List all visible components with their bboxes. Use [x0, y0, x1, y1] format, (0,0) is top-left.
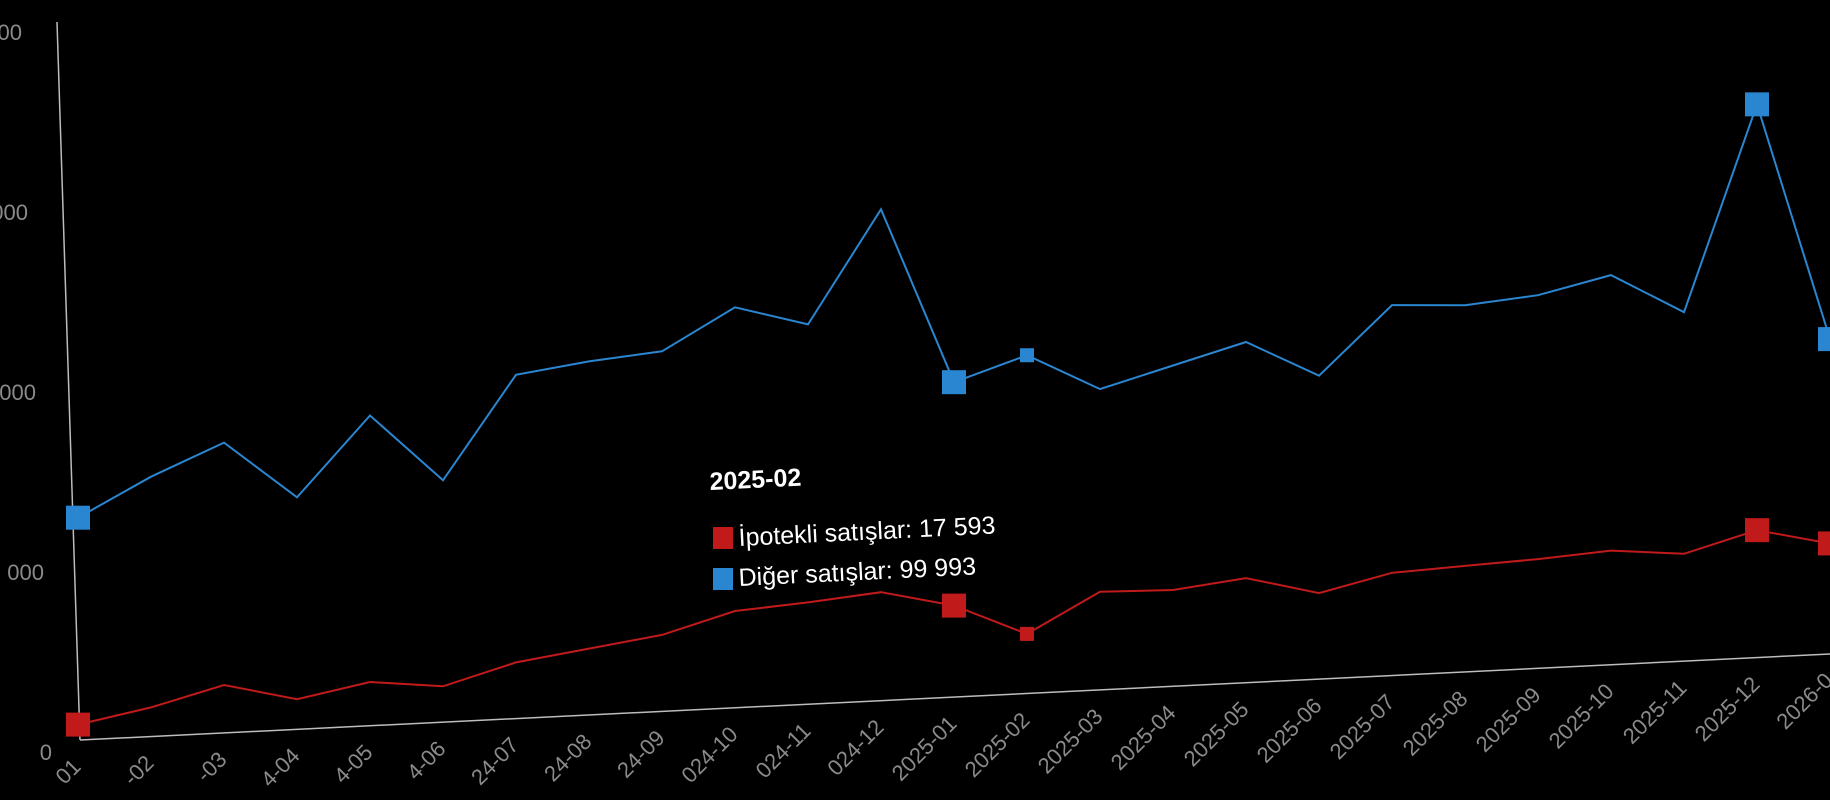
tooltip-swatch-mortgage — [713, 527, 733, 549]
x-tick-label: 2025-10 — [1544, 679, 1619, 754]
data-point-marker — [66, 712, 90, 737]
x-tick-label: 2025-07 — [1325, 689, 1400, 764]
tooltip-swatch-other — [713, 568, 733, 590]
x-tick-label: 2025-11 — [1618, 675, 1692, 749]
y-tick-labels: 00000000000000 — [0, 20, 52, 765]
x-tick-label: 2025-06 — [1252, 693, 1327, 768]
x-tick-label: 4-04 — [256, 743, 305, 792]
data-point-marker — [1745, 518, 1769, 543]
x-tick-label: -03 — [191, 747, 231, 787]
x-tick-label: 24-08 — [539, 729, 596, 786]
data-point-marker — [942, 370, 966, 395]
tooltip-row-other: Diğer satışlar: 99 993 — [738, 552, 977, 592]
y-tick-label: 000 — [7, 560, 44, 585]
tooltip-row-mortgage: İpotekli satışlar: 17 593 — [738, 510, 996, 552]
y-tick-label: 000 — [0, 200, 28, 225]
x-tick-label: 2025-04 — [1106, 700, 1181, 775]
series-layer — [66, 92, 1830, 737]
x-tick-label: 2025-03 — [1033, 704, 1108, 779]
x-tick-label: 2025-09 — [1471, 682, 1546, 757]
y-axis-line — [56, 21, 81, 741]
x-axis-line — [79, 653, 1830, 741]
x-tick-label: 2026-0 — [1771, 668, 1830, 734]
x-tick-label: 024-10 — [676, 722, 742, 788]
x-tick-label: 2025-08 — [1398, 686, 1473, 761]
x-tick-labels: 01 -02 -03 4-04 4-05 4-06 24-07 24-08 24-09 024-1… — [51, 668, 1830, 792]
data-point-marker — [1020, 348, 1034, 363]
x-tick-label: 024-12 — [822, 714, 888, 780]
x-tick-label: 024-11 — [751, 718, 816, 783]
x-tick-label: 24-09 — [612, 725, 669, 782]
x-tick-label: 4-05 — [329, 740, 378, 789]
x-tick-label: 4-06 — [402, 736, 451, 785]
x-tick-label: 2025-02 — [960, 707, 1035, 782]
chart-axes — [56, 21, 1830, 741]
y-tick-label: 0 — [40, 740, 52, 765]
data-point-marker — [1745, 92, 1769, 117]
data-point-marker — [1020, 626, 1034, 641]
data-point-marker — [942, 593, 966, 618]
data-point-marker — [66, 505, 90, 530]
x-tick-label: 01 — [51, 754, 86, 789]
other-sales-line — [77, 101, 1830, 519]
x-tick-label: 2025-05 — [1179, 697, 1254, 772]
data-point-marker — [1818, 531, 1830, 556]
x-tick-label: 2025-01 — [887, 711, 962, 786]
y-tick-label: 000 — [0, 20, 22, 45]
x-tick-label: 24-07 — [466, 732, 523, 789]
data-point-marker — [1818, 327, 1830, 352]
x-tick-label: 2025-12 — [1690, 671, 1765, 746]
tooltip-title: 2025-02 — [709, 464, 802, 496]
x-tick-label: -02 — [118, 750, 158, 790]
tooltip: 2025-02 İpotekli satışlar: 17 593 Diğer … — [709, 464, 996, 592]
